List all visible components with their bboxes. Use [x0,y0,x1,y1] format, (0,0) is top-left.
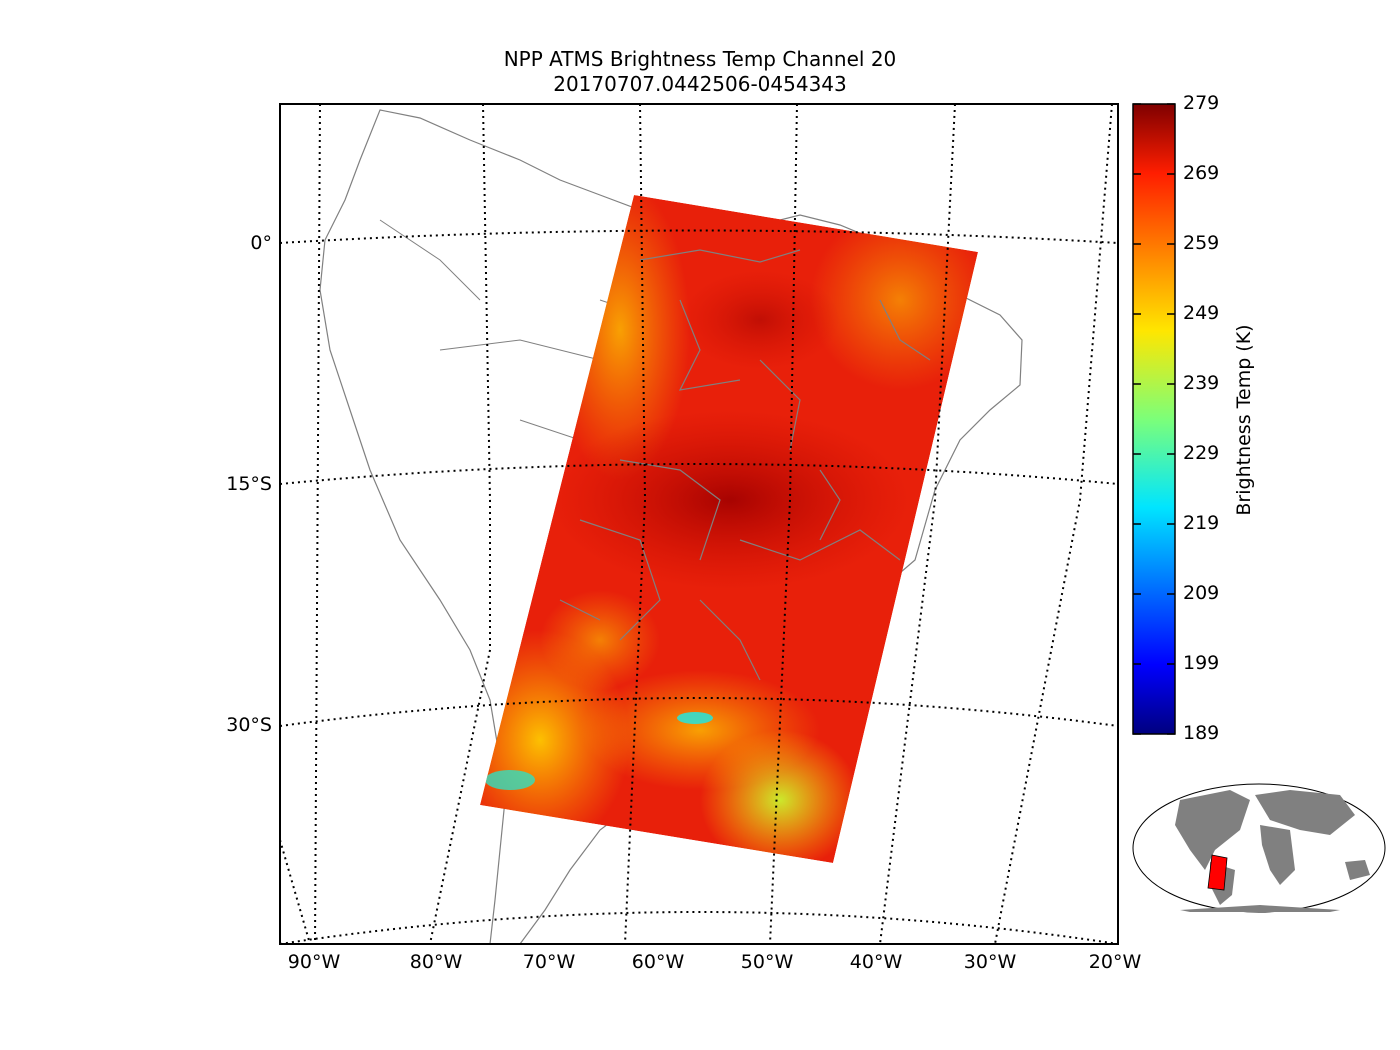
colorbar [1132,103,1176,735]
colorbar-tick-279: 279 [1183,92,1220,114]
graticule [280,104,1118,944]
lon-label-90w: 90°W [287,951,341,973]
colorbar-tick-259: 259 [1183,232,1220,254]
lat-label-30s: 30°S [226,714,272,736]
colorbar-tick-marks [1133,103,1175,735]
world-map-icon [1132,783,1386,913]
colorbar-tick-199: 199 [1183,652,1220,674]
brightness-temp-swath [480,195,978,863]
colorbar-tick-189: 189 [1183,722,1220,744]
chart-title-line1: NPP ATMS Brightness Temp Channel 20 [503,47,897,71]
colorbar-tick-219: 219 [1183,512,1220,534]
colorbar-tick-249: 249 [1183,302,1220,324]
lon-label-40w: 40°W [849,951,903,973]
colorbar-label: Brightness Temp (K) [1233,324,1255,516]
colorbar-tick-239: 239 [1183,372,1220,394]
lon-label-70w: 70°W [522,951,576,973]
lon-label-30w: 30°W [963,951,1017,973]
colorbar-tick-209: 209 [1183,582,1220,604]
lat-label-15s: 15°S [226,473,272,495]
lon-label-80w: 80°W [409,951,463,973]
chart-title-line2: 20170707.0442506-0454343 [553,72,847,96]
lon-label-20w: 20°W [1088,951,1142,973]
colorbar-tick-269: 269 [1183,162,1220,184]
map-frame [279,103,1119,945]
lon-label-60w: 60°W [631,951,685,973]
lon-label-50w: 50°W [740,951,794,973]
colorbar-tick-229: 229 [1183,442,1220,464]
lat-label-0: 0° [250,232,272,254]
